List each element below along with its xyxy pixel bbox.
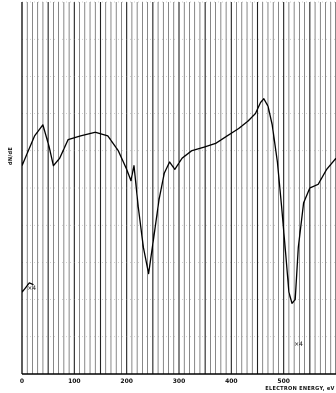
scale-annotation: ×4 xyxy=(294,341,303,348)
x-tick-label: 400 xyxy=(225,378,238,385)
annotations: ×4 ×4 xyxy=(27,285,303,348)
x-axis-label: ELECTRON ENERGY, eV xyxy=(265,386,334,392)
x-tick-label: 200 xyxy=(120,378,133,385)
x-tick-label: 300 xyxy=(173,378,186,385)
scale-annotation: ×4 xyxy=(27,285,36,292)
chart-labels: dN/dE ELECTRON ENERGY, eV xyxy=(8,147,334,392)
series-lines xyxy=(21,98,336,304)
x-tick-label: 100 xyxy=(68,378,81,385)
spectrum-line-x4 xyxy=(21,282,34,293)
y-axis-label: dN/dE xyxy=(8,147,14,165)
spectrum-line xyxy=(21,98,336,304)
x-tick-labels: 0 100 200 300 400 500 xyxy=(20,378,290,385)
x-tick-label: 0 xyxy=(20,378,24,385)
vertical-gridlines xyxy=(21,1,336,375)
x-tick-label: 500 xyxy=(277,378,290,385)
axes xyxy=(21,2,336,375)
